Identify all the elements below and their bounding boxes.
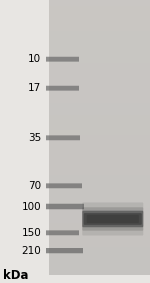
FancyBboxPatch shape bbox=[46, 203, 84, 210]
Text: 35: 35 bbox=[28, 133, 41, 143]
FancyBboxPatch shape bbox=[46, 230, 79, 236]
FancyBboxPatch shape bbox=[46, 204, 84, 209]
FancyBboxPatch shape bbox=[82, 207, 143, 231]
FancyBboxPatch shape bbox=[46, 136, 80, 140]
Text: 150: 150 bbox=[22, 228, 41, 238]
FancyBboxPatch shape bbox=[46, 135, 80, 141]
FancyBboxPatch shape bbox=[46, 184, 81, 188]
FancyBboxPatch shape bbox=[46, 248, 83, 253]
FancyBboxPatch shape bbox=[46, 183, 81, 188]
Text: 70: 70 bbox=[28, 181, 41, 191]
FancyBboxPatch shape bbox=[82, 202, 143, 235]
FancyBboxPatch shape bbox=[46, 231, 79, 235]
FancyBboxPatch shape bbox=[46, 204, 84, 209]
FancyBboxPatch shape bbox=[46, 248, 83, 254]
FancyBboxPatch shape bbox=[46, 248, 83, 253]
FancyBboxPatch shape bbox=[46, 57, 79, 62]
FancyBboxPatch shape bbox=[46, 86, 79, 90]
FancyBboxPatch shape bbox=[84, 213, 142, 225]
Text: 17: 17 bbox=[28, 83, 41, 93]
Text: 210: 210 bbox=[22, 246, 41, 256]
FancyBboxPatch shape bbox=[46, 183, 81, 189]
FancyBboxPatch shape bbox=[46, 135, 80, 140]
Text: 100: 100 bbox=[22, 201, 41, 212]
FancyBboxPatch shape bbox=[82, 211, 143, 227]
FancyBboxPatch shape bbox=[87, 215, 139, 223]
FancyBboxPatch shape bbox=[46, 56, 79, 62]
FancyBboxPatch shape bbox=[46, 85, 79, 91]
Text: 10: 10 bbox=[28, 54, 41, 64]
Text: kDa: kDa bbox=[3, 269, 29, 282]
FancyBboxPatch shape bbox=[46, 86, 79, 91]
FancyBboxPatch shape bbox=[46, 57, 79, 61]
FancyBboxPatch shape bbox=[46, 230, 79, 235]
